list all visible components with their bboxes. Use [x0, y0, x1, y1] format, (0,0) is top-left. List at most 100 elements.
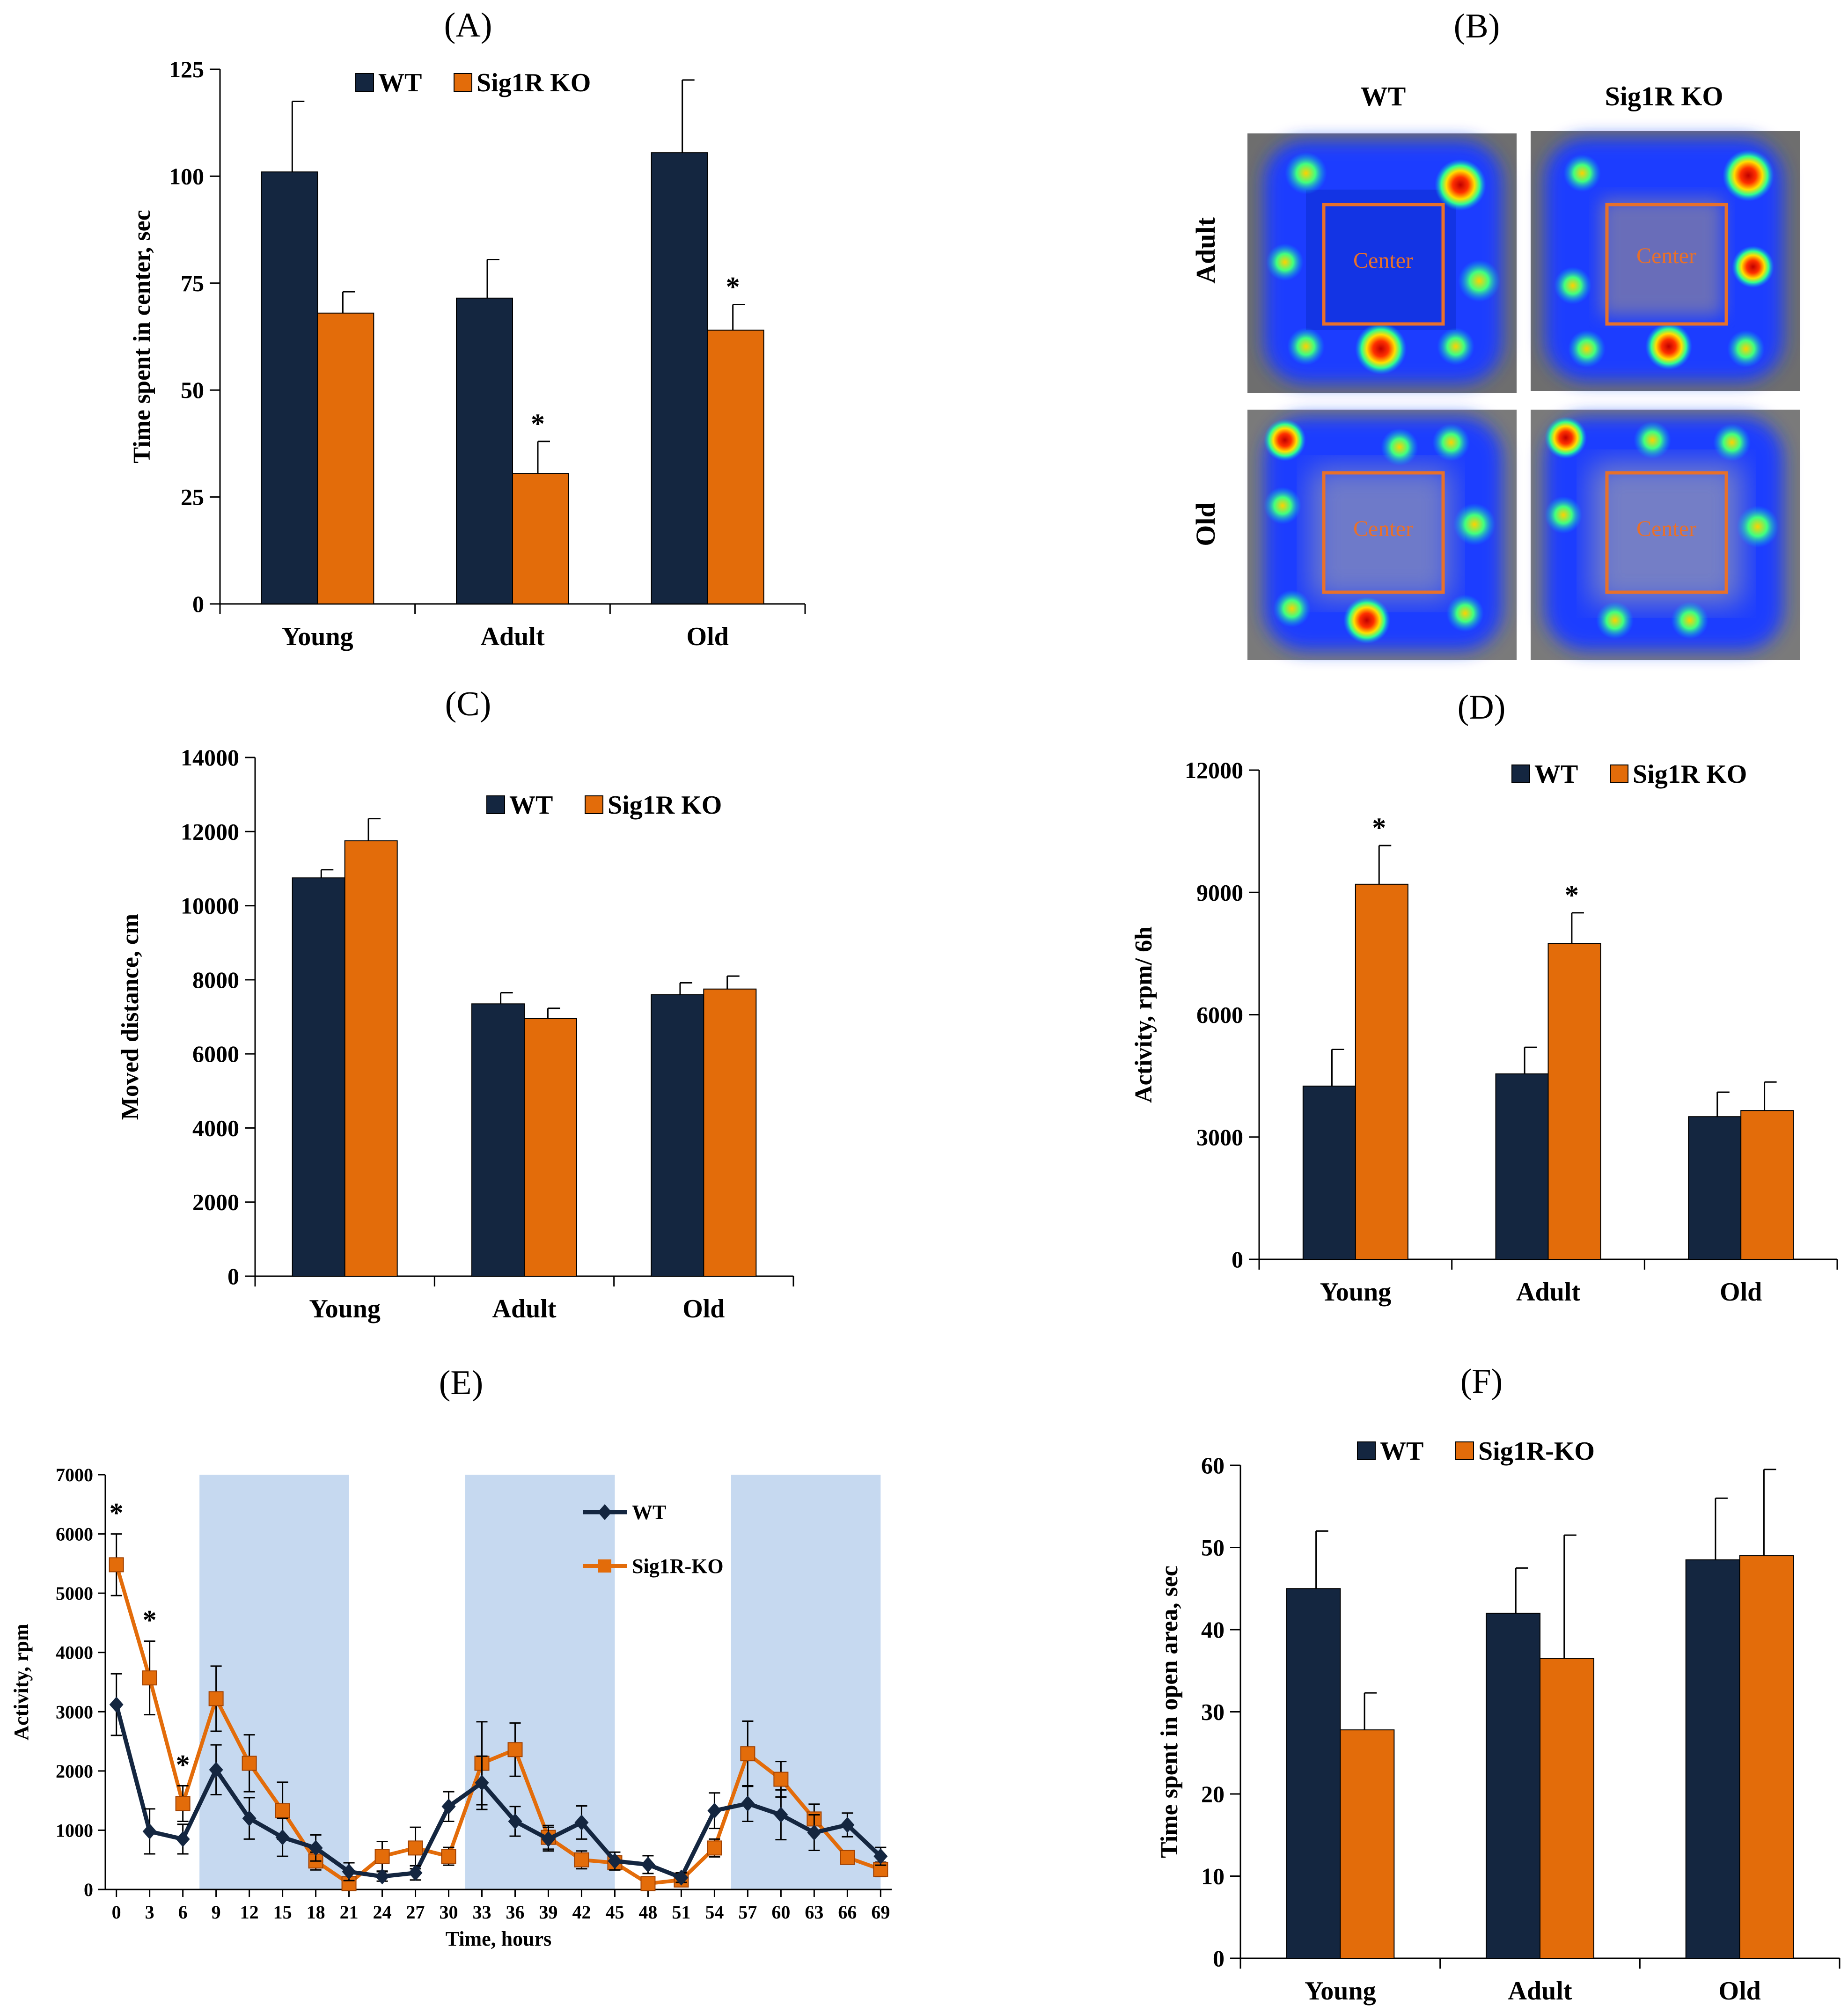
- panel-d-chart: (D) 0 3000 6000 9000 12000 Activity, rpm/ 6h Yo…: [1130, 688, 1838, 1307]
- y-tick-label: 7000: [56, 1464, 93, 1485]
- legend-swatch: [1357, 1441, 1376, 1460]
- data-point-wt: [375, 1868, 389, 1885]
- x-tick-label: 45: [605, 1902, 624, 1923]
- bar-sig1r-ko: [1540, 1658, 1594, 1959]
- bar-wt: [1486, 1612, 1540, 1959]
- data-point-wt: [109, 1697, 124, 1713]
- y-axis-label: Time spent in open area, sec: [1156, 1566, 1183, 1858]
- y-tick-label: 100: [169, 163, 204, 189]
- bar-sig1r-ko: [317, 312, 374, 604]
- bar-sig1r-ko: [703, 988, 757, 1277]
- legend-label: WT: [378, 68, 422, 97]
- bar-wt: [1688, 1116, 1742, 1260]
- legend-swatch: [585, 795, 603, 814]
- y-tick-label: 4000: [192, 1115, 239, 1141]
- data-point-wt: [209, 1762, 223, 1778]
- bar-sig1r-ko: [707, 330, 764, 604]
- data-point-ko: [374, 1849, 390, 1864]
- bar-wt: [456, 297, 513, 604]
- bar-wt: [471, 1003, 525, 1277]
- x-tick-label: 39: [539, 1902, 557, 1923]
- data-point-wt: [242, 1810, 257, 1827]
- legend-swatch: [454, 73, 472, 92]
- y-tick-label: 8000: [192, 967, 239, 993]
- panel-title: (C): [445, 685, 491, 723]
- x-tick-label: 66: [838, 1902, 857, 1923]
- y-axis-label: Moved distance, cm: [117, 914, 144, 1120]
- significance-marker: *: [531, 408, 545, 439]
- series-line-wt: [114, 1704, 882, 1881]
- y-tick-label: 0: [227, 1263, 239, 1289]
- y-tick-label: 9000: [1196, 879, 1243, 905]
- data-point-wt: [541, 1831, 556, 1847]
- heatmap-col-wt: WT: [1361, 81, 1406, 111]
- x-tick-label: 15: [273, 1902, 292, 1923]
- y-tick-label: 10000: [181, 893, 239, 919]
- y-tick-label: 6000: [192, 1041, 239, 1067]
- legend-label: WT: [509, 791, 553, 820]
- bar-sig1r-ko: [1547, 943, 1601, 1260]
- data-point-wt: [608, 1853, 622, 1869]
- legend-label: WT: [1380, 1437, 1423, 1466]
- data-point-ko: [441, 1849, 456, 1864]
- night-shading: [731, 1475, 881, 1889]
- y-tick-label: 12000: [181, 818, 239, 845]
- heatmap-center-label: Center: [1353, 248, 1413, 273]
- x-category-label: Adult: [1516, 1278, 1580, 1307]
- data-point-wt: [142, 1823, 157, 1839]
- y-tick-label: 0: [192, 591, 204, 617]
- panel-title: (D): [1458, 688, 1506, 727]
- y-tick-label: 3000: [56, 1701, 93, 1722]
- y-tick-label: 1000: [56, 1820, 93, 1841]
- x-tick-label: 60: [771, 1902, 790, 1923]
- y-tick-label: 50: [1201, 1535, 1225, 1561]
- x-category-label: Young: [1305, 1977, 1376, 2006]
- x-tick-label: 51: [672, 1902, 690, 1923]
- night-shading: [199, 1475, 349, 1889]
- data-point-wt: [741, 1795, 755, 1812]
- x-tick-label: 48: [638, 1902, 657, 1923]
- night-shading: [465, 1475, 615, 1889]
- legend-swatch: [1610, 764, 1628, 783]
- heatmap-center-label: Center: [1636, 243, 1696, 268]
- x-tick-label: 30: [440, 1902, 458, 1923]
- legend-swatch: [1511, 764, 1530, 783]
- heatmap-old-ko: Center: [1531, 410, 1800, 660]
- significance-marker: *: [176, 1749, 190, 1780]
- x-tick-label: 18: [307, 1902, 325, 1923]
- y-tick-label: 30: [1201, 1699, 1225, 1725]
- y-tick-label: 12000: [1185, 757, 1243, 783]
- bar-wt: [1685, 1559, 1740, 1959]
- data-point-wt: [408, 1865, 423, 1881]
- data-point-wt: [342, 1864, 356, 1880]
- x-category-label: Young: [1320, 1278, 1392, 1307]
- y-axis-label: Activity, rpm/ 6h: [1130, 926, 1157, 1103]
- data-point-wt: [707, 1802, 722, 1819]
- legend-swatch: [355, 73, 374, 92]
- data-point-wt: [574, 1814, 589, 1830]
- data-point-ko: [507, 1742, 523, 1757]
- y-tick-label: 0: [1232, 1246, 1243, 1272]
- data-point-ko: [208, 1691, 224, 1706]
- data-point-ko: [109, 1557, 124, 1573]
- y-tick-label: 20: [1201, 1781, 1225, 1807]
- panel-b-heatmaps: (B) WT Sig1R KO Adult Old Center: [1190, 7, 1800, 660]
- x-tick-label: 54: [705, 1902, 724, 1923]
- x-category-label: Old: [1720, 1278, 1762, 1307]
- y-axis-label: Time spent in center, sec: [129, 210, 155, 463]
- y-tick-label: 2000: [56, 1761, 93, 1782]
- data-point-ko: [408, 1840, 423, 1856]
- x-category-label: Adult: [481, 622, 545, 651]
- legend-label: WT: [632, 1501, 666, 1524]
- legend-label: Sig1R-KO: [632, 1555, 724, 1578]
- bar-sig1r-ko: [1340, 1729, 1395, 1959]
- y-tick-label: 0: [1213, 1945, 1225, 1971]
- panel-title: (A): [444, 6, 492, 44]
- x-tick-label: 69: [871, 1902, 890, 1923]
- y-tick-label: 6000: [1196, 1002, 1243, 1028]
- x-tick-label: 0: [112, 1902, 121, 1923]
- y-tick-label: 4000: [56, 1642, 93, 1663]
- bar-sig1r-ko: [1739, 1555, 1794, 1959]
- heatmap-adult-wt: Center: [1247, 133, 1517, 393]
